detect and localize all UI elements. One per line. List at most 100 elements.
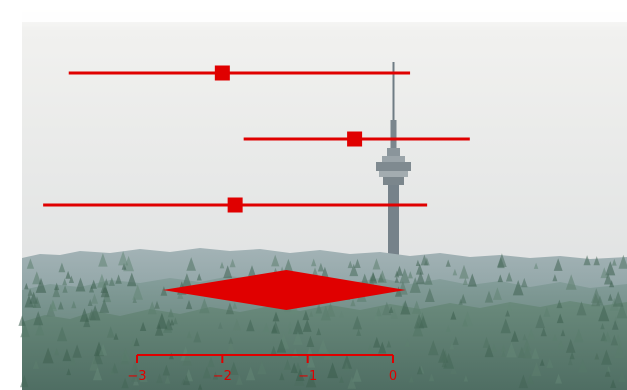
tree-shape xyxy=(316,327,322,336)
tree-shape xyxy=(552,274,558,282)
tree-shape xyxy=(605,261,616,276)
tree-shape xyxy=(352,315,362,330)
tree-shape xyxy=(199,298,210,314)
tree-shape xyxy=(306,335,315,347)
tree-shape xyxy=(127,272,137,287)
tree-shape xyxy=(182,374,191,386)
tree-shape xyxy=(452,336,459,345)
tree-shape xyxy=(24,294,34,308)
tree-shape xyxy=(182,351,193,366)
tree-shape xyxy=(388,306,394,313)
tree-shape xyxy=(309,310,314,317)
tree-shape xyxy=(198,383,203,390)
tree-shape xyxy=(98,343,108,356)
tree-shape xyxy=(132,284,143,300)
tree-shape xyxy=(517,346,526,358)
tree-shape xyxy=(531,347,540,359)
tree-shape xyxy=(283,359,292,370)
tree-shape xyxy=(320,305,331,321)
tree-shape xyxy=(419,315,428,328)
tree-shape xyxy=(57,301,64,310)
tree-shape xyxy=(497,274,503,283)
tree-shape xyxy=(169,318,175,326)
tree-shape xyxy=(445,259,451,267)
tree-shape xyxy=(271,254,280,267)
tree-shape xyxy=(295,368,305,381)
tree-shape xyxy=(462,311,473,327)
tree-shape xyxy=(377,273,384,282)
tree-shape xyxy=(160,286,168,296)
tree-shape xyxy=(614,343,625,359)
tree-shape xyxy=(154,323,164,336)
tree-shape xyxy=(271,324,278,333)
tv-tower-icon xyxy=(376,62,411,265)
tree-shape xyxy=(302,310,310,321)
point-estimate-box xyxy=(227,197,243,213)
tree-shape xyxy=(185,299,193,310)
tree-shape xyxy=(591,293,601,307)
tree-shape xyxy=(71,300,77,309)
tree-shape xyxy=(375,307,382,317)
tree-shape xyxy=(131,360,139,372)
tree-shape xyxy=(262,322,270,333)
tree-shape xyxy=(79,308,90,322)
tree-shape xyxy=(202,366,211,379)
tree-shape xyxy=(501,344,506,352)
tree-shape xyxy=(518,374,529,389)
x-tick-label: −1 xyxy=(298,369,317,384)
tree-shape xyxy=(399,268,410,284)
tree-shape xyxy=(52,286,61,298)
tree-shape xyxy=(450,311,457,320)
tree-shape xyxy=(272,311,280,322)
tree-shape xyxy=(163,320,173,333)
tree-shape xyxy=(598,305,610,322)
tree-shape xyxy=(133,337,140,347)
tree-shape xyxy=(522,333,527,341)
tree-shape xyxy=(409,277,421,293)
tree-shape xyxy=(565,338,576,353)
tree-shape xyxy=(121,262,127,270)
tree-shape xyxy=(287,321,293,329)
tree-shape xyxy=(552,333,558,341)
tree-shape xyxy=(20,375,29,388)
tree-shape xyxy=(607,293,613,301)
tree-shape xyxy=(604,368,611,377)
tree-shape xyxy=(394,270,400,278)
tree-shape xyxy=(173,317,178,325)
tree-shape xyxy=(196,273,202,281)
tree-shape xyxy=(452,268,458,276)
tree-shape xyxy=(115,274,122,284)
tree-shape xyxy=(72,344,82,358)
tree-shape xyxy=(58,262,66,273)
tree-shape xyxy=(556,313,564,324)
tree-shape xyxy=(42,347,54,364)
tree-shape xyxy=(522,345,532,359)
tree-shape xyxy=(510,330,519,342)
tree-shape xyxy=(539,358,545,366)
summary-diamond xyxy=(162,270,406,310)
tree-shape xyxy=(65,270,71,279)
tree-shape xyxy=(121,377,129,389)
x-tick-label: 0 xyxy=(389,369,397,384)
summary-layer xyxy=(162,270,406,310)
tree-shape xyxy=(604,272,613,285)
tree-shape xyxy=(576,301,587,316)
tree-shape xyxy=(147,301,157,315)
tree-shape xyxy=(248,265,256,277)
tree-shape xyxy=(270,345,278,356)
tree-shape xyxy=(354,258,361,268)
tree-shape xyxy=(186,330,192,339)
tree-shape xyxy=(276,338,287,353)
tree-shape xyxy=(593,256,600,266)
tree-shape xyxy=(49,299,57,309)
study-rows xyxy=(43,65,470,213)
tree-shape xyxy=(484,290,494,303)
tree-shape xyxy=(556,299,563,309)
tree-shape xyxy=(618,370,626,382)
tree-shape xyxy=(573,328,584,343)
tree-shape xyxy=(347,376,357,389)
tree-shape xyxy=(407,271,413,279)
tree-shape xyxy=(394,276,399,283)
tree-shape xyxy=(400,300,411,315)
tree-shape xyxy=(388,372,395,381)
